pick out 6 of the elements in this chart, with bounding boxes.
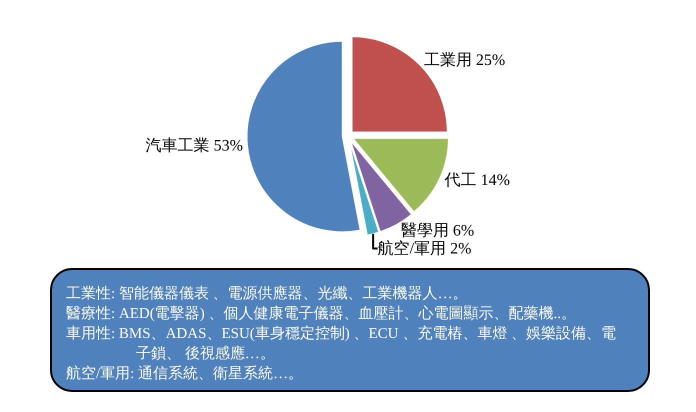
note-box: 工業性: 智能儀器儀表 、電源供應器、光纖、工業機器人…。 醫療性: AED(電擊器) 、個人健康電子儀器、血壓計、心電圖顯示、配藥機..。 車用性: BMS、ADAS、ESU(車身穩定控制) 、ECU 、充電樁、車燈 、娛樂設備、電子鎖、 後視感應…。 航空/軍用: 通信系統、衛星系統…。 [50,268,650,392]
slice-label: 航空/軍用 2% [378,240,472,258]
slice-label: 代工 14% [444,172,510,190]
slice-label: 工業用 25% [424,51,506,70]
slice-label: 醫學用 6% [400,222,474,240]
slice-label: 汽車工業 53% [146,136,243,155]
